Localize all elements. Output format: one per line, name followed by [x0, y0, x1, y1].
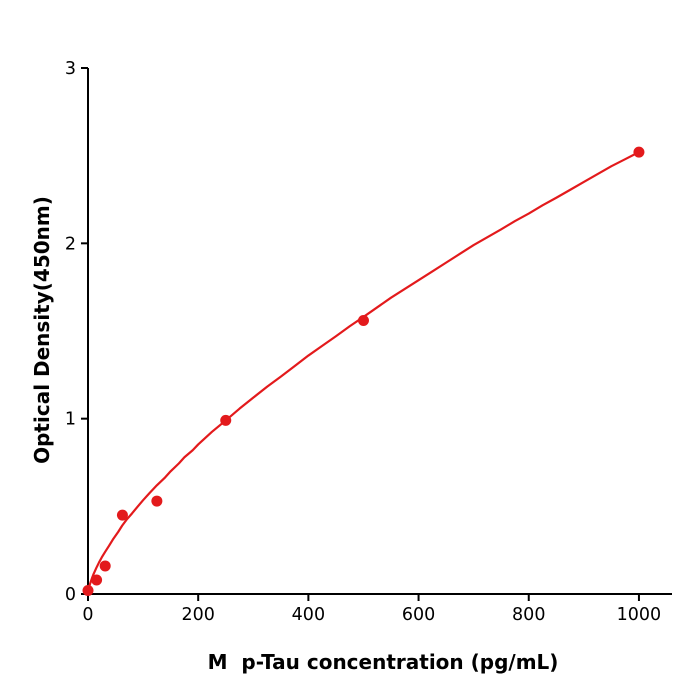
x-tick-label: 1000: [617, 605, 662, 625]
data-point: [633, 146, 645, 158]
y-tick-label: 1: [65, 410, 76, 430]
x-axis-label: M p-Tau concentration (pg/mL): [207, 650, 559, 674]
y-tick-label: 0: [65, 585, 76, 605]
x-tick-label: 0: [82, 605, 93, 625]
fit-curve: [86, 151, 641, 596]
y-tick-label: 2: [65, 234, 76, 254]
data-point: [82, 584, 94, 596]
x-tick-label: 800: [512, 605, 545, 625]
x-tick-label: 400: [292, 605, 325, 625]
data-point: [220, 414, 232, 426]
data-point: [357, 314, 369, 326]
x-tick-label: 200: [181, 605, 214, 625]
y-axis-label: Optical Density(450nm): [30, 196, 54, 464]
y-tick-label: 3: [65, 59, 76, 79]
data-point: [116, 509, 128, 521]
x-tick-label: 600: [402, 605, 435, 625]
data-point: [99, 560, 111, 572]
axis-spines: [87, 68, 672, 595]
data-point: [151, 495, 163, 507]
data-point: [91, 574, 103, 586]
